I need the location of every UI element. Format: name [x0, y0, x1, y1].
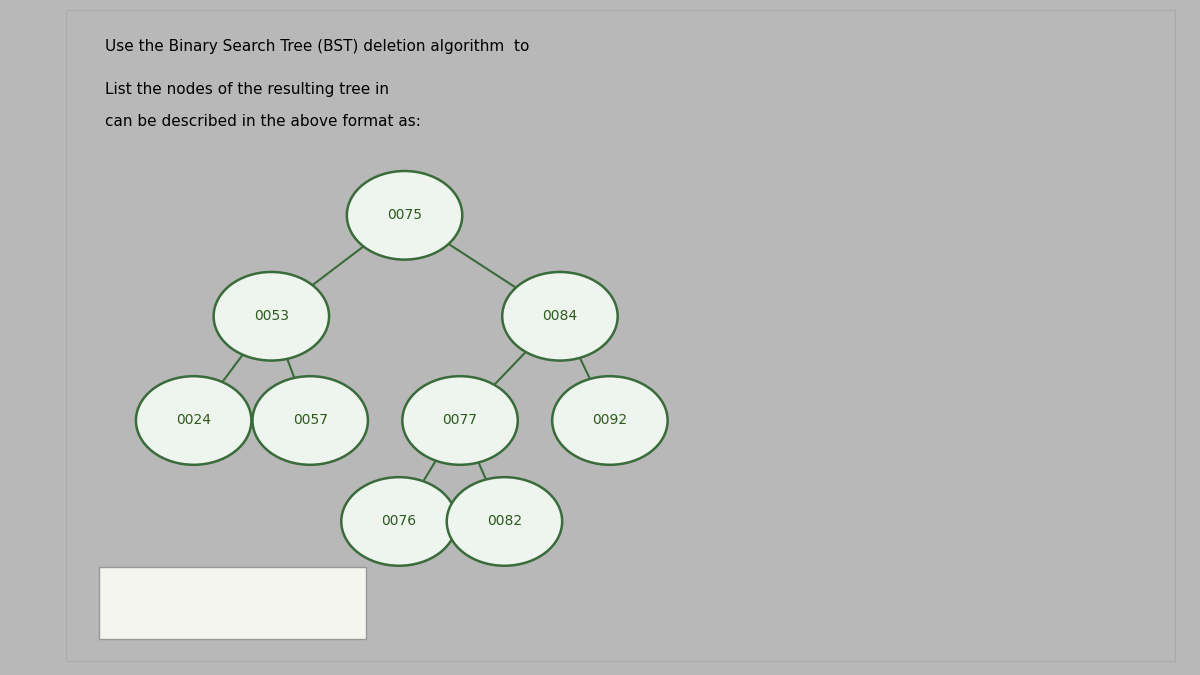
Text: 0082: 0082 [487, 514, 522, 529]
Ellipse shape [552, 376, 667, 465]
Text: 0084: 0084 [542, 309, 577, 323]
Ellipse shape [503, 272, 618, 360]
Ellipse shape [341, 477, 457, 566]
Text: Use the Binary Search Tree (BST) deletion algorithm  to: Use the Binary Search Tree (BST) deletio… [104, 39, 534, 55]
Ellipse shape [347, 171, 462, 260]
Text: can be described in the above format as:: can be described in the above format as: [104, 114, 426, 130]
Ellipse shape [136, 376, 251, 465]
Ellipse shape [214, 272, 329, 360]
Ellipse shape [402, 376, 517, 465]
FancyBboxPatch shape [100, 567, 366, 639]
Text: 0024: 0024 [176, 414, 211, 427]
Text: 0077: 0077 [443, 414, 478, 427]
Text: 0075: 0075 [388, 209, 422, 222]
Text: 0092: 0092 [593, 414, 628, 427]
Text: List the nodes of the resulting tree in: List the nodes of the resulting tree in [104, 82, 394, 97]
Text: 0076: 0076 [382, 514, 416, 529]
Ellipse shape [446, 477, 562, 566]
Text: 0053: 0053 [254, 309, 289, 323]
Ellipse shape [252, 376, 368, 465]
Text: 0057: 0057 [293, 414, 328, 427]
